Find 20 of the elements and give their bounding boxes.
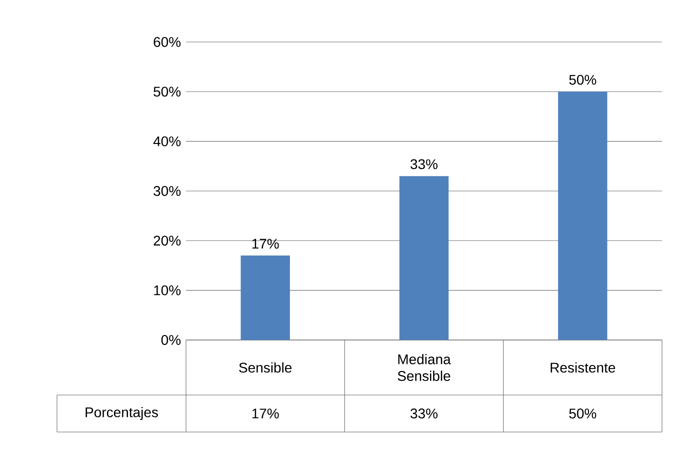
x-tick-label: Sensible [239, 362, 292, 373]
text: 33% [410, 159, 438, 170]
data-label: 33% [410, 408, 438, 418]
y-tick-label: 0% [161, 335, 181, 345]
y-tick-label: 10% [154, 285, 181, 296]
text: Porcentajes [86, 406, 158, 420]
data-label: 50% [569, 408, 596, 418]
y-tick-label: 40% [153, 136, 181, 146]
y-tick-label: 30% [154, 186, 181, 196]
x-tick-label: Mediana Sensible [398, 354, 451, 381]
text: 50% [569, 74, 596, 85]
y-tick-label: 20% [154, 236, 181, 246]
data-label: 17% [252, 408, 279, 418]
x-tick-label: Resistente [550, 362, 616, 373]
bar [558, 92, 608, 340]
y-tick-label: 50% [154, 86, 181, 97]
y-tick-label: 60% [154, 37, 181, 47]
bar [399, 176, 449, 340]
text: 17% [252, 238, 279, 249]
bar [240, 256, 290, 340]
